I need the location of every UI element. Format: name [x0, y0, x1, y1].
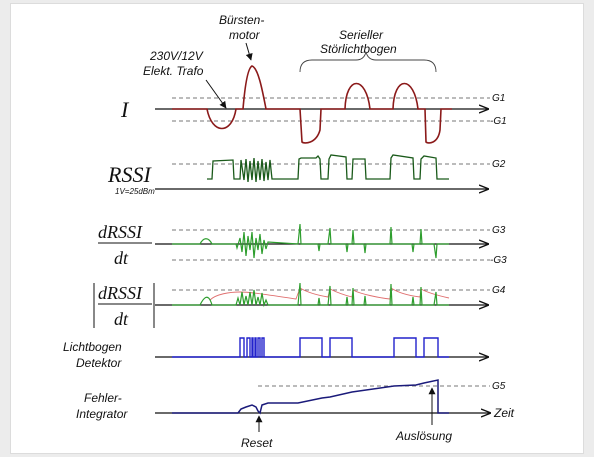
current-waveform — [172, 65, 452, 144]
integrator-label-line2: Integrator — [76, 407, 128, 421]
motor-label-line2: motor — [229, 28, 261, 42]
abs-drssi-envelope — [209, 287, 450, 301]
serial-arc-brace — [299, 51, 437, 73]
g1-label: G1 — [492, 93, 505, 104]
time-axis-label: Zeit — [493, 406, 515, 420]
detector-label-line2: Detektor — [76, 356, 122, 370]
trafo-arrow — [205, 79, 227, 109]
rssi-waveform — [207, 154, 449, 183]
rssi-signal-label: RSSI — [107, 162, 152, 187]
trafo-label-line1: 230V/12V — [149, 49, 204, 63]
integrator-waveform — [172, 379, 449, 415]
trigger-label: Auslösung — [395, 429, 452, 443]
detector-waveform — [172, 337, 449, 358]
rssi-scale-label: 1V=25dBm — [115, 187, 155, 196]
diagram-frame — [10, 3, 584, 454]
g2-label: G2 — [492, 159, 506, 170]
abs-drssi-waveform — [172, 282, 449, 308]
abs-drssi-numerator: dRSSI — [98, 283, 143, 303]
motor-label-line1: Bürsten- — [219, 13, 264, 27]
motor-arrow — [245, 42, 253, 61]
serial-arc-label-line1: Serieller — [339, 28, 384, 42]
trafo-label-line2: Elekt. Trafo — [143, 64, 204, 78]
g4-label: G4 — [492, 285, 506, 296]
g3-neg-label: -G3 — [490, 255, 507, 266]
reset-label: Reset — [241, 436, 273, 450]
current-signal-label: I — [120, 97, 130, 122]
drssi-denominator: dt — [114, 248, 129, 268]
drssi-waveform — [172, 223, 449, 259]
g1-neg-label: -G1 — [490, 116, 507, 127]
detector-label-line1: Lichtbogen — [63, 340, 122, 354]
g3-label: G3 — [492, 225, 506, 236]
serial-arc-label-line2: Störlichtbogen — [320, 42, 397, 56]
drssi-numerator: dRSSI — [98, 222, 143, 242]
g5-label: G5 — [492, 381, 506, 392]
integrator-label-line1: Fehler- — [84, 391, 122, 405]
abs-drssi-denominator: dt — [114, 309, 129, 329]
